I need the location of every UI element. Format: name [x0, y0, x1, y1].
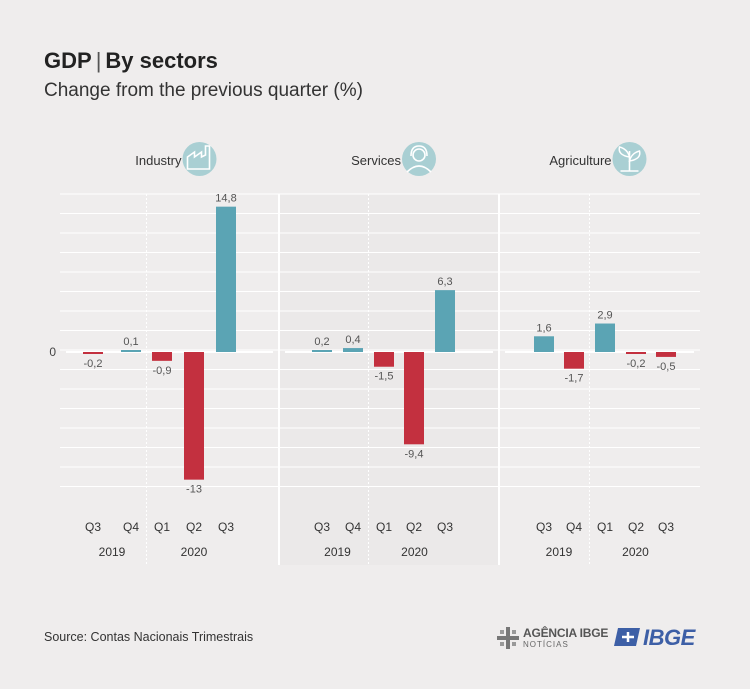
services-value-label: 0,4 [345, 334, 360, 346]
plant-leaf-icon [628, 150, 641, 162]
agriculture-value-label: 2,9 [597, 310, 612, 322]
industry-bar [216, 206, 236, 352]
services-year-label: 2019 [324, 545, 351, 559]
ibge-wordmark: IBGE [643, 625, 695, 650]
industry-category-label: Q2 [186, 520, 202, 534]
services-bar [435, 290, 455, 352]
agriculture-value-label: 1,6 [536, 322, 551, 334]
services-bar [343, 348, 363, 352]
industry-year-label: 2019 [99, 545, 126, 559]
page-title: GDP | By sectors [44, 48, 218, 74]
services-value-label: 0,2 [314, 336, 329, 348]
industry-category-label: Q1 [154, 520, 170, 534]
industry-value-label: 0,1 [123, 336, 138, 348]
panel-bg [279, 194, 499, 565]
industry-bar [152, 352, 172, 361]
agriculture-category-label: Q4 [566, 520, 582, 534]
agriculture-value-label: -0,5 [657, 361, 676, 373]
services-value-label: -1,5 [375, 371, 394, 383]
agriculture-year-label: 2019 [546, 545, 573, 559]
industry-category-label: Q3 [218, 520, 234, 534]
person-body-icon [406, 165, 432, 173]
industry-bar [83, 352, 103, 354]
services-bar [404, 352, 424, 445]
factory-icon [182, 142, 217, 176]
agriculture-category-label: Q2 [628, 520, 644, 534]
services-category-label: Q3 [314, 520, 330, 534]
services-value-label: -9,4 [405, 448, 424, 460]
agencia-mark-icon [497, 627, 519, 649]
headset-person-icon [402, 142, 436, 176]
industry-value-label: -0,9 [153, 365, 172, 377]
industry-value-label: 14,8 [215, 193, 236, 205]
agriculture-value-label: -0,2 [627, 358, 646, 370]
agriculture-category-label: Q3 [536, 520, 552, 534]
industry-value-label: -0,2 [84, 358, 103, 370]
title-main: GDP [44, 48, 92, 73]
agriculture-title: Agriculture [549, 153, 611, 168]
services-category-label: Q3 [437, 520, 453, 534]
agriculture-bar [534, 336, 554, 352]
agriculture-value-label: -1,7 [565, 373, 584, 385]
title-separator: | [95, 48, 102, 73]
services-bar [312, 350, 332, 352]
industry-bar [184, 352, 204, 480]
panel-bg [499, 194, 700, 565]
services-bar [374, 352, 394, 367]
y-zero-tick-label: 0 [49, 345, 56, 359]
services-category-label: Q1 [376, 520, 392, 534]
agriculture-bar [564, 352, 584, 369]
services-category-label: Q4 [345, 520, 361, 534]
source-note: Source: Contas Nacionais Trimestrais [44, 630, 254, 644]
title-rest: By sectors [105, 48, 218, 73]
services-year-label: 2020 [401, 545, 428, 559]
agriculture-bar [595, 323, 615, 352]
headset-band-icon [410, 145, 428, 157]
industry-year-label: 2020 [181, 545, 208, 559]
agriculture-bar [626, 352, 646, 354]
factory-shape-icon [186, 145, 211, 170]
agencia-line1: AGÊNCIA IBGE [523, 626, 609, 640]
agriculture-category-label: Q1 [597, 520, 613, 534]
person-head-icon [412, 148, 426, 162]
panel-bg [60, 194, 279, 565]
industry-category-label: Q4 [123, 520, 139, 534]
plant-leaf-icon [618, 146, 631, 158]
services-category-label: Q2 [406, 520, 422, 534]
services-value-label: 6,3 [437, 276, 452, 288]
ibge-logo: IBGE [613, 624, 709, 650]
agencia-line2: NOTÍCIAS [523, 640, 569, 649]
agriculture-year-label: 2020 [622, 545, 649, 559]
agriculture-category-label: Q3 [658, 520, 674, 534]
services-title: Services [351, 153, 401, 168]
ibge-mark-icon [614, 628, 640, 646]
industry-bar [121, 350, 141, 352]
industry-title: Industry [135, 153, 182, 168]
industry-category-label: Q3 [85, 520, 101, 534]
industry-value-label: -13 [186, 484, 202, 496]
agriculture-bar [656, 352, 676, 357]
page-subtitle: Change from the previous quarter (%) [44, 80, 363, 101]
